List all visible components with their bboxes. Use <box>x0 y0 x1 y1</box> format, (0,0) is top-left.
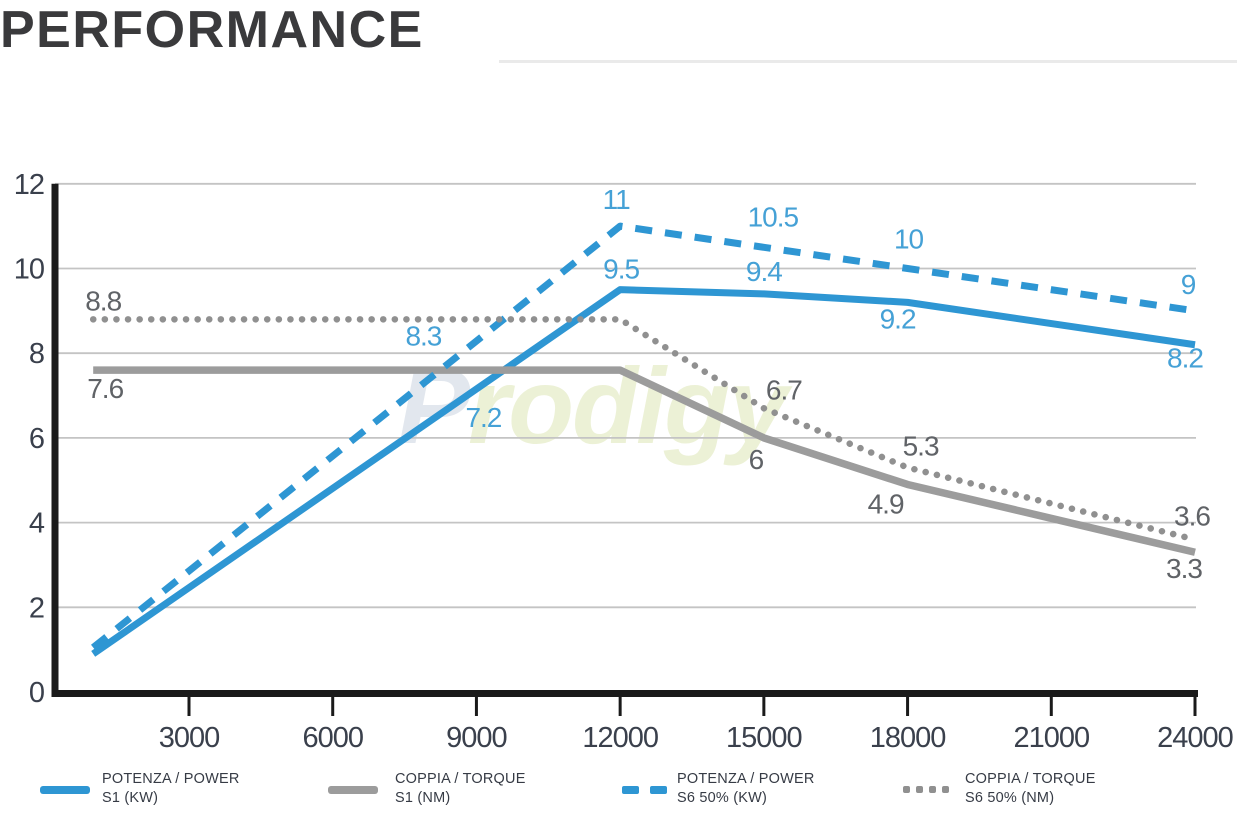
data-label-torque_s1-3.3: 3.3 <box>1166 553 1202 584</box>
data-label-power_s6-10: 10 <box>894 224 924 255</box>
data-label-power_s6-9: 9 <box>1181 269 1196 300</box>
axis-lines <box>51 183 1198 697</box>
solid-gray-line-swatch <box>328 786 378 794</box>
series-line-power_s1 <box>91 286 1196 657</box>
x-tick-label-6000: 6000 <box>302 722 363 754</box>
data-label-power_s1-9.2: 9.2 <box>880 303 916 334</box>
data-label-torque_s1-7.6: 7.6 <box>87 373 123 404</box>
legend-item-torque-s1: COPPIA / TORQUE S1 (NM) <box>328 770 526 808</box>
legend-label: POTENZA / POWER S1 (KW) <box>102 771 240 806</box>
page-title: PERFORMANCE <box>0 1 424 59</box>
x-tick-label-15000: 15000 <box>726 722 802 754</box>
x-tick-label-3000: 3000 <box>159 722 220 754</box>
x-tick-label-18000: 18000 <box>870 722 946 754</box>
y-tick-label-8: 8 <box>29 338 44 370</box>
dashed-blue-line-swatch <box>622 786 667 794</box>
series-line-torque_s1 <box>93 366 1196 556</box>
data-label-torque_s6-8.8: 8.8 <box>85 285 121 316</box>
dotted-gray-line-swatch <box>903 786 949 793</box>
data-label-power_s1-9.4: 9.4 <box>746 256 782 287</box>
title-rule <box>499 60 1237 63</box>
data-label-torque_s6-6.7: 6.7 <box>766 374 802 405</box>
y-tick-label-2: 2 <box>29 592 44 624</box>
legend-label: COPPIA / TORQUE S1 (NM) <box>395 771 526 806</box>
data-label-torque_s6-5.3: 5.3 <box>903 431 939 462</box>
x-tick-label-21000: 21000 <box>1013 722 1089 754</box>
data-label-power_s6-11: 11 <box>603 184 630 215</box>
data-label-power_s1-7.2: 7.2 <box>465 402 501 433</box>
data-label-power_s1-8.2: 8.2 <box>1167 343 1203 374</box>
legend-item-torque-s6: COPPIA / TORQUE S6 50% (NM) <box>903 770 1096 808</box>
legend-label: COPPIA / TORQUE S6 50% (NM) <box>965 771 1096 806</box>
legend-label: POTENZA / POWER S6 50% (KW) <box>677 771 815 806</box>
data-label-power_s6-8.3: 8.3 <box>405 320 441 351</box>
series-line-torque_s6 <box>89 316 1199 543</box>
data-label-power_s6-10.5: 10.5 <box>748 201 799 232</box>
data-label-torque_s1-4.9: 4.9 <box>868 488 904 519</box>
data-label-power_s1-9.5: 9.5 <box>603 254 639 285</box>
x-tick-label-12000: 12000 <box>582 722 658 754</box>
solid-blue-line-swatch <box>40 786 90 794</box>
data-label-torque_s1-6: 6 <box>749 444 764 475</box>
series-line-power_s6 <box>91 222 1196 651</box>
y-tick-label-10: 10 <box>14 254 44 286</box>
legend-item-power-s6: POTENZA / POWER S6 50% (KW) <box>622 770 815 808</box>
x-tick-label-9000: 9000 <box>446 722 507 754</box>
y-tick-label-12: 12 <box>14 169 44 201</box>
x-tick-label-24000: 24000 <box>1157 722 1233 754</box>
data-label-torque_s6-3.6: 3.6 <box>1174 501 1210 532</box>
chart-legend: POTENZA / POWER S1 (KW) COPPIA / TORQUE S1… <box>0 770 1237 826</box>
y-tick-label-0: 0 <box>29 677 44 709</box>
y-tick-label-6: 6 <box>29 423 44 455</box>
legend-item-power-s1: POTENZA / POWER S1 (KW) <box>40 770 240 808</box>
y-tick-label-4: 4 <box>29 508 45 540</box>
